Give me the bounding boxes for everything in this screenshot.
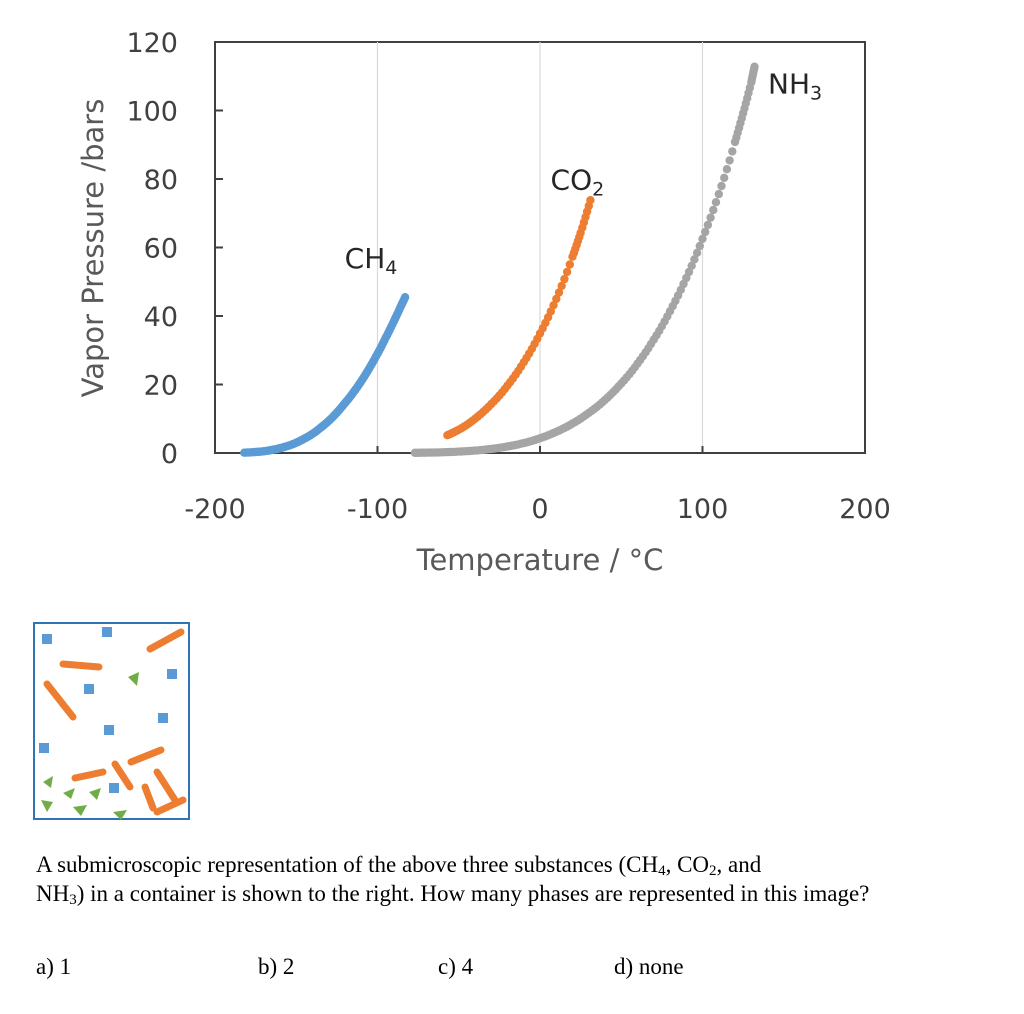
co2-molecule <box>43 680 77 721</box>
x-axis-title: Temperature / °C <box>416 543 664 577</box>
question-part: , and <box>716 852 762 877</box>
particles <box>39 627 187 820</box>
nh3-molecule <box>89 788 101 800</box>
option-c[interactable]: c) 4 <box>438 954 474 979</box>
option-d[interactable]: d) none <box>614 954 684 979</box>
nh3-point <box>687 261 696 270</box>
nh3-point <box>750 62 759 71</box>
y-tick-label: 100 <box>126 97 178 128</box>
ch4-label: CH4 <box>345 242 398 279</box>
option-b[interactable]: b) 2 <box>258 954 295 979</box>
co2-point <box>562 267 572 277</box>
ch4-molecule <box>39 743 49 753</box>
y-tick-label: 60 <box>144 234 178 265</box>
vapor-pressure-chart: -200 -100 0 100 200 0 20 40 60 80 100 120 CH4 CO2 NH… <box>76 28 891 577</box>
ch4-molecule <box>42 634 52 644</box>
ch4-molecule <box>84 684 94 694</box>
x-tick-labels: -200 -100 0 100 200 <box>184 494 890 525</box>
nh3-point <box>690 255 699 264</box>
nh3-label: NH3 <box>768 67 822 104</box>
y-axis-title: Vapor Pressure /bars <box>76 99 110 398</box>
nh3-molecule <box>43 776 53 788</box>
nh3-point <box>701 227 710 237</box>
nh3-molecule <box>113 810 127 820</box>
y-tick-labels: 0 20 40 60 80 100 120 <box>126 28 178 470</box>
co2-molecule <box>59 660 103 671</box>
co2-label: CO2 <box>551 163 605 200</box>
nh3-point <box>711 198 721 207</box>
y-tick-label: 0 <box>161 439 178 470</box>
nh3-point <box>728 147 737 156</box>
nh3-molecule <box>63 788 75 799</box>
data-points <box>240 62 759 457</box>
co2-point <box>565 260 574 269</box>
nh3-molecule <box>73 805 87 816</box>
nh3-point <box>706 213 715 222</box>
x-tick-label: 0 <box>531 494 548 525</box>
question-part: ) in a container is shown to the right. … <box>76 881 870 906</box>
co2-molecule <box>146 628 185 653</box>
series-labels: CH4 CO2 NH3 <box>345 67 822 279</box>
nh3-molecule <box>128 672 139 686</box>
ch4-point <box>400 293 410 302</box>
nh3-point <box>709 205 718 215</box>
nh3-point <box>714 189 723 199</box>
tick-marks <box>215 41 704 454</box>
y-tick-label: 20 <box>144 371 178 402</box>
answer-options: a) 1 b) 2 c) 4 d) none <box>36 954 976 984</box>
co2-point <box>586 196 595 205</box>
y-tick-label: 80 <box>144 165 178 196</box>
co2-point <box>554 288 564 297</box>
nh3-point <box>725 156 734 165</box>
co2-molecule <box>71 768 107 782</box>
y-tick-label: 40 <box>144 302 178 333</box>
ch4-molecule <box>109 783 119 793</box>
question-part: , CO <box>665 852 710 877</box>
y-tick-label: 120 <box>126 28 178 59</box>
x-tick-label: -200 <box>184 494 245 525</box>
subscript: 2 <box>709 863 717 879</box>
co2-point <box>557 281 566 291</box>
x-tick-label: 100 <box>677 494 729 525</box>
subscript: 3 <box>69 892 77 908</box>
ch4-molecule <box>102 627 112 637</box>
co2-molecule <box>153 796 187 816</box>
nh3-molecule <box>41 800 53 812</box>
co2-molecule <box>153 768 179 804</box>
question-part: A submicroscopic representation of the a… <box>36 852 659 877</box>
co2-molecule <box>111 760 134 791</box>
container-diagram <box>33 622 190 820</box>
nh3-point <box>720 173 729 182</box>
ch4-molecule <box>104 725 114 735</box>
ch4-molecule <box>158 713 168 723</box>
question-text: A submicroscopic representation of the a… <box>36 852 976 910</box>
co2-point <box>549 301 558 310</box>
ch4-molecule <box>167 669 177 679</box>
x-tick-label: -100 <box>347 494 408 525</box>
nh3-point <box>692 248 702 257</box>
nh3-point <box>698 234 707 244</box>
x-tick-label: 200 <box>839 494 891 525</box>
nh3-point <box>722 165 732 174</box>
nh3-point <box>717 181 726 191</box>
co2-molecule <box>141 783 157 812</box>
option-a[interactable]: a) 1 <box>36 954 72 979</box>
co2-point <box>560 274 569 284</box>
co2-point <box>552 294 561 304</box>
subscript: 4 <box>658 863 666 879</box>
nh3-point <box>703 220 713 230</box>
question-part: NH <box>36 881 70 906</box>
co2-molecule <box>127 746 165 766</box>
nh3-point <box>695 241 704 251</box>
